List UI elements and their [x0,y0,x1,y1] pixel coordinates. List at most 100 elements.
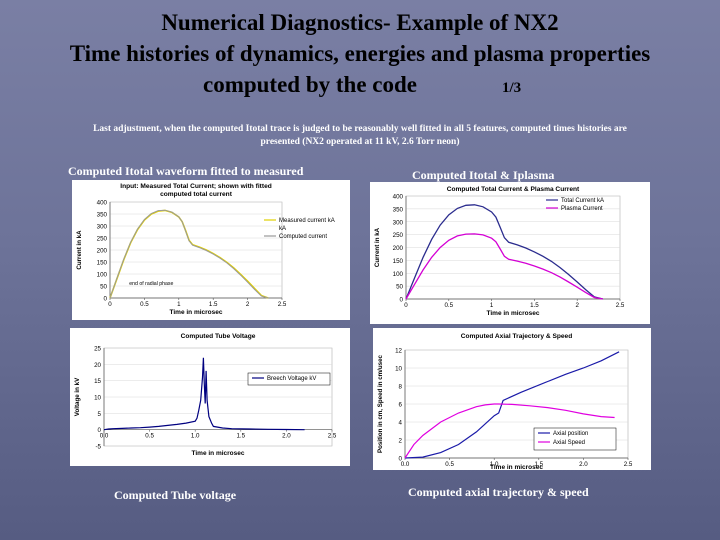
legend-label: Measured current kA [279,218,335,224]
y-tick-label: 400 [393,194,404,201]
y-tick-label: 350 [97,212,108,219]
caption-line-1: Last adjustment, when the computed Itota… [93,124,627,134]
x-tick-label: 2.5 [624,461,633,468]
y-axis-label: Position in cm, Speed in cm/usec [377,354,384,453]
x-tick-label: 1.5 [534,461,543,468]
y-tick-label: 200 [97,248,108,255]
y-tick-label: 12 [395,348,402,355]
y-tick-label: 250 [97,236,108,243]
chart-title: Computed Tube Voltage [181,333,256,340]
x-tick-label: 1 [177,301,181,308]
y-axis-label: Voltage in kV [74,377,81,416]
legend-label: Plasma Current [561,206,603,212]
y-tick-label: 2 [399,438,403,445]
y-tick-label: 150 [97,260,108,267]
panel-label-bottom-left: Computed Tube voltage [114,488,237,502]
series-line-2 [109,209,269,299]
y-tick-label: 15 [94,378,101,385]
x-tick-label: 2 [246,301,250,308]
y-tick-label: 10 [94,395,101,402]
y-tick-label: 0 [98,427,102,434]
slide-title-line-1: Numerical Diagnostics- Example of NX2 [161,10,559,35]
y-tick-label: 0 [104,296,108,303]
y-tick-label: 4 [399,420,403,427]
y-tick-label: 350 [393,206,404,213]
slide-title-line-3: computed by the code [202,72,418,97]
y-tick-label: 100 [393,271,404,278]
panel-label-bottom-right: Computed axial trajectory & speed [408,485,589,499]
slide-title-line-2: Time histories of dynamics, energies and… [69,41,651,66]
y-tick-label: 250 [393,232,404,239]
y-tick-label: 100 [97,272,108,279]
legend-label: Total Current kA [561,198,604,204]
x-tick-label: 0.5 [145,433,154,440]
panel-label-top-left: Computed Itotal waveform fitted to measu… [68,164,304,178]
series-line-0 [405,204,604,300]
series-line-0 [103,357,305,431]
x-tick-label: 0 [404,302,408,309]
x-tick-label: 0 [108,301,112,308]
x-tick-label: 2 [575,302,579,309]
x-tick-label: 0.0 [401,461,410,468]
chart-title: computed total current [160,191,233,198]
y-tick-label: 25 [94,346,101,353]
y-tick-label: 20 [94,362,101,369]
chart-title: Computed Axial Trajectory & Speed [461,333,573,340]
series-line-1 [404,403,615,459]
x-tick-label: 1.5 [236,433,245,440]
y-tick-label: 300 [393,219,404,226]
chart-title: Input: Measured Total Current; shown wit… [120,183,272,190]
chart-axial-trajectory: 0 2 4 6 8 10 12 0.0 0.5 1.0 1.5 2.0 2.5 Computed Axia… [373,328,651,471]
chart-measured-vs-computed: 0 50 100 150 200 250 300 350 400 0 0.5 1 1.5 2 2.5 Inpu… [72,180,350,320]
legend-label: Computed current [279,234,327,240]
chart-tube-voltage: -5 0 5 10 15 20 25 0.0 0.5 1.0 1.5 2.0 2.5 Computed T… [70,328,350,466]
chart-svg-measured: 0 50 100 150 200 250 300 350 400 0 0.5 1 1.5 2 2.5 Inpu… [76,183,335,316]
x-tick-label: 2.5 [616,302,625,309]
y-tick-label: 400 [97,200,108,207]
y-tick-label: 50 [100,284,107,291]
y-tick-label: 6 [399,402,403,409]
y-tick-label: 0 [400,297,404,304]
y-tick-label: 10 [395,366,402,373]
legend-label: Axial position [553,431,588,437]
x-tick-label: 1.0 [490,461,499,468]
y-tick-label: 8 [399,384,403,391]
legend-label: Breech Voltage kV [267,376,316,382]
x-tick-label: 2.0 [282,433,291,440]
y-tick-label: 50 [396,284,403,291]
x-tick-label: 2.5 [328,433,337,440]
caption-line-2: presented (NX2 operated at 11 kV, 2.6 To… [260,137,460,147]
series-line-1 [405,233,604,300]
y-tick-label: 0 [399,456,403,463]
y-tick-label: 150 [393,258,404,265]
legend-label: kA [279,226,286,232]
chart-svg-axial: 0 2 4 6 8 10 12 0.0 0.5 1.0 1.5 2.0 2.5 Computed Axia… [377,333,633,471]
x-tick-label: 1.5 [209,301,218,308]
x-axis-label: Time in microsec [192,450,245,457]
x-tick-label: 1.5 [530,302,539,309]
x-tick-label: 0.5 [444,302,453,309]
y-tick-label: -5 [95,444,101,451]
chart-svg-total-plasma: 0 50 100 150 200 250 300 350 400 0 0.5 1 1.5 2 2.5 Comp… [374,186,625,317]
y-tick-label: 5 [98,411,102,418]
x-tick-label: 1 [490,302,494,309]
x-tick-label: 1.0 [191,433,200,440]
y-axis-label: Current in kA [76,230,83,270]
x-axis-label: Time in microsec [487,310,540,317]
chart-total-plasma-current: 0 50 100 150 200 250 300 350 400 0 0.5 1 1.5 2 2.5 Comp… [370,182,650,324]
x-axis-label: Time in microsec [490,464,543,470]
slide-number: 1/3 [502,80,522,96]
panel-label-top-right: Computed Itotal & Iplasma [412,168,555,182]
x-tick-label: 0.5 [445,461,454,468]
legend-box [533,427,617,451]
x-tick-label: 2.5 [278,301,287,308]
y-tick-label: 200 [393,245,404,252]
series-line-0 [404,351,620,459]
chart-annotation: end of radial phase [129,281,173,287]
legend-label: Axial Speed [553,440,585,446]
x-tick-label: 2.0 [579,461,588,468]
x-tick-label: 0.5 [140,301,149,308]
legend-box [247,372,331,386]
